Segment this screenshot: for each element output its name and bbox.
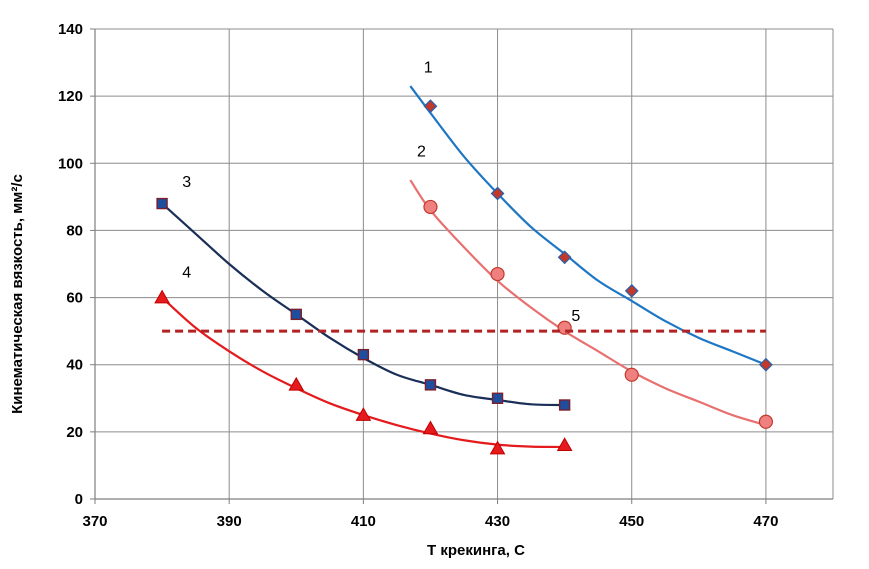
series-4-point [489,440,506,455]
series-4-point [422,420,439,435]
x-tick-label: 450 [619,513,644,530]
series-3 [156,197,571,411]
series-1 [409,85,773,372]
y-tick-label: 80 [66,222,83,239]
curve-label-5: 5 [571,308,580,325]
series-3-point [290,308,302,321]
y-tick-label: 120 [58,88,83,105]
series-2-curve [409,179,767,427]
x-axis-title: Т крекинга, С [427,542,525,559]
series-1-point [557,250,572,265]
x-tick-label: 470 [753,513,778,530]
series-layer [154,85,774,455]
series-2-point [423,199,438,215]
series-3-point [357,348,370,361]
curve-labels: 1 2 3 4 5 [182,60,580,325]
curve-label-1: 1 [424,60,433,77]
grid [95,28,834,499]
x-tick-label: 430 [485,513,510,530]
series-2-point [624,367,639,382]
series-1-point [490,186,505,201]
y-axis-title: Кинематическая вязкость, мм²/с [9,174,26,414]
x-tick-label: 410 [351,513,376,530]
series-3-point [156,197,168,210]
series-1-curve [409,85,767,366]
series-4-point [556,437,573,452]
series-2-point [490,266,505,282]
series-1-point [423,99,438,114]
y-tick-label: 40 [66,357,83,374]
series-4 [154,289,573,455]
y-tick-label: 20 [66,424,83,441]
series-4-point [355,407,372,421]
curve-label-4: 4 [182,264,191,281]
y-tick-label: 0 [75,491,83,508]
curve-label-3: 3 [182,174,191,191]
axes: 0 20 40 60 80 100 120 140 370 390 410 430 450 470 [58,21,833,530]
series-2-point [758,414,774,429]
series-3-point [491,392,504,404]
series-1-point [758,357,773,372]
series-4-point [154,289,170,304]
y-tick-label: 100 [58,155,83,172]
series-2 [409,179,774,429]
y-tick-label: 60 [66,290,83,307]
curve-label-2: 2 [417,144,426,161]
x-tick-label: 370 [82,513,107,530]
x-tick-label: 390 [217,513,242,530]
series-3-point [558,399,571,411]
y-tick-label: 140 [58,21,83,38]
series-1-point [624,283,639,298]
series-4-point [288,376,305,391]
series-3-point [424,379,437,391]
